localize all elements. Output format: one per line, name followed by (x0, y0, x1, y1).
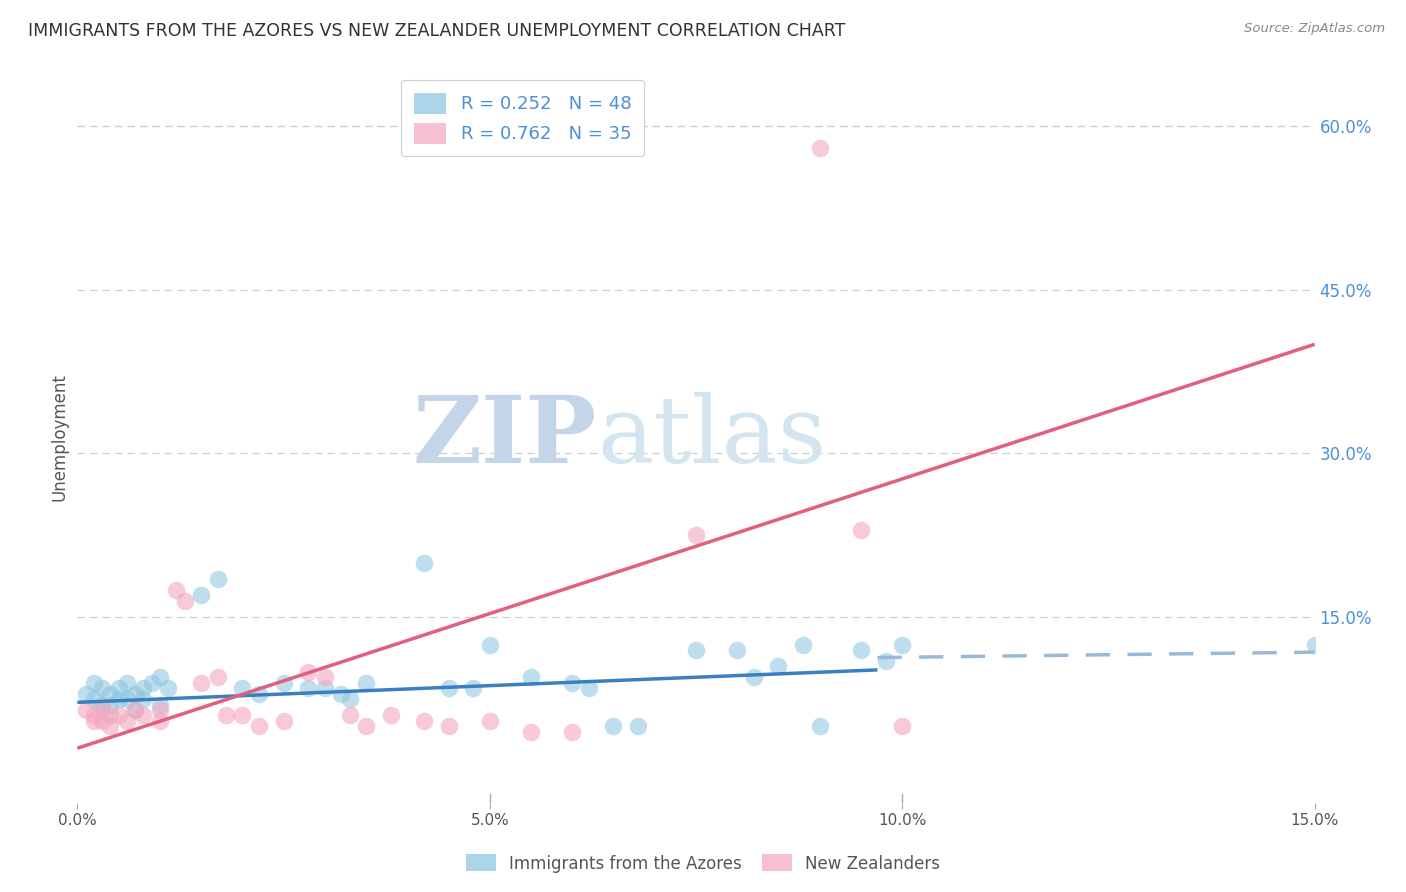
Legend: Immigrants from the Azores, New Zealanders: Immigrants from the Azores, New Zealande… (460, 847, 946, 880)
Point (891, 638, 914, 652)
Point (849, 643, 872, 657)
Point (124, 703, 146, 717)
Point (478, 714, 501, 728)
Point (190, 588, 212, 602)
Point (157, 681, 180, 695)
Point (768, 659, 790, 673)
Point (83, 708, 105, 723)
Point (463, 681, 485, 695)
Point (849, 523, 872, 537)
Point (339, 692, 361, 706)
Point (107, 692, 129, 706)
Point (91, 714, 114, 728)
Text: IMMIGRANTS FROM THE AZORES VS NEW ZEALANDER UNEMPLOYMENT CORRELATION CHART: IMMIGRANTS FROM THE AZORES VS NEW ZEALAN… (28, 22, 845, 40)
Point (380, 708, 402, 723)
Point (412, 714, 434, 728)
Point (561, 724, 583, 739)
Point (578, 681, 600, 695)
Point (149, 670, 172, 684)
Point (437, 681, 460, 695)
Point (602, 719, 624, 733)
Point (314, 670, 336, 684)
Point (83, 675, 105, 690)
Point (1303, 638, 1326, 652)
Point (173, 594, 195, 608)
Point (231, 708, 253, 723)
Point (98, 719, 121, 733)
Point (207, 572, 229, 586)
Point (124, 687, 146, 701)
Point (792, 638, 814, 652)
Point (124, 703, 146, 717)
Point (314, 681, 336, 695)
Point (330, 687, 353, 701)
Point (297, 665, 319, 679)
Point (875, 654, 897, 668)
Point (231, 681, 253, 695)
Point (412, 556, 434, 570)
Point (891, 719, 914, 733)
Point (149, 703, 172, 717)
Point (83, 714, 105, 728)
Point (115, 692, 138, 706)
Point (98, 687, 121, 701)
Point (725, 643, 748, 657)
Point (190, 675, 212, 690)
Point (354, 675, 377, 690)
Point (75, 687, 97, 701)
Point (297, 681, 319, 695)
Point (273, 714, 295, 728)
Point (247, 719, 270, 733)
Point (98, 708, 121, 723)
Point (141, 675, 163, 690)
Point (685, 528, 707, 542)
Point (808, 141, 831, 155)
Point (132, 692, 155, 706)
Point (115, 675, 138, 690)
Point (115, 714, 138, 728)
Point (808, 719, 831, 733)
Point (561, 675, 583, 690)
Point (273, 675, 295, 690)
Point (149, 714, 172, 728)
Point (354, 719, 377, 733)
Point (132, 681, 155, 695)
Point (685, 643, 707, 657)
Point (91, 703, 114, 717)
Text: Source: ZipAtlas.com: Source: ZipAtlas.com (1244, 22, 1385, 36)
Point (339, 708, 361, 723)
Point (207, 670, 229, 684)
Point (520, 670, 543, 684)
Y-axis label: Unemployment: Unemployment (51, 373, 69, 501)
Point (437, 719, 460, 733)
Point (75, 703, 97, 717)
Point (149, 698, 172, 712)
Text: ZIP: ZIP (413, 392, 598, 482)
Point (478, 638, 501, 652)
Point (132, 708, 155, 723)
Point (627, 719, 650, 733)
Point (247, 687, 270, 701)
Point (165, 582, 187, 597)
Point (107, 681, 129, 695)
Point (742, 670, 765, 684)
Point (91, 681, 114, 695)
Legend: R = 0.252   N = 48, R = 0.762   N = 35: R = 0.252 N = 48, R = 0.762 N = 35 (401, 80, 644, 156)
Point (98, 698, 121, 712)
Point (91, 698, 114, 712)
Text: atlas: atlas (598, 392, 827, 482)
Point (83, 692, 105, 706)
Point (215, 708, 238, 723)
Point (520, 724, 543, 739)
Point (107, 708, 129, 723)
